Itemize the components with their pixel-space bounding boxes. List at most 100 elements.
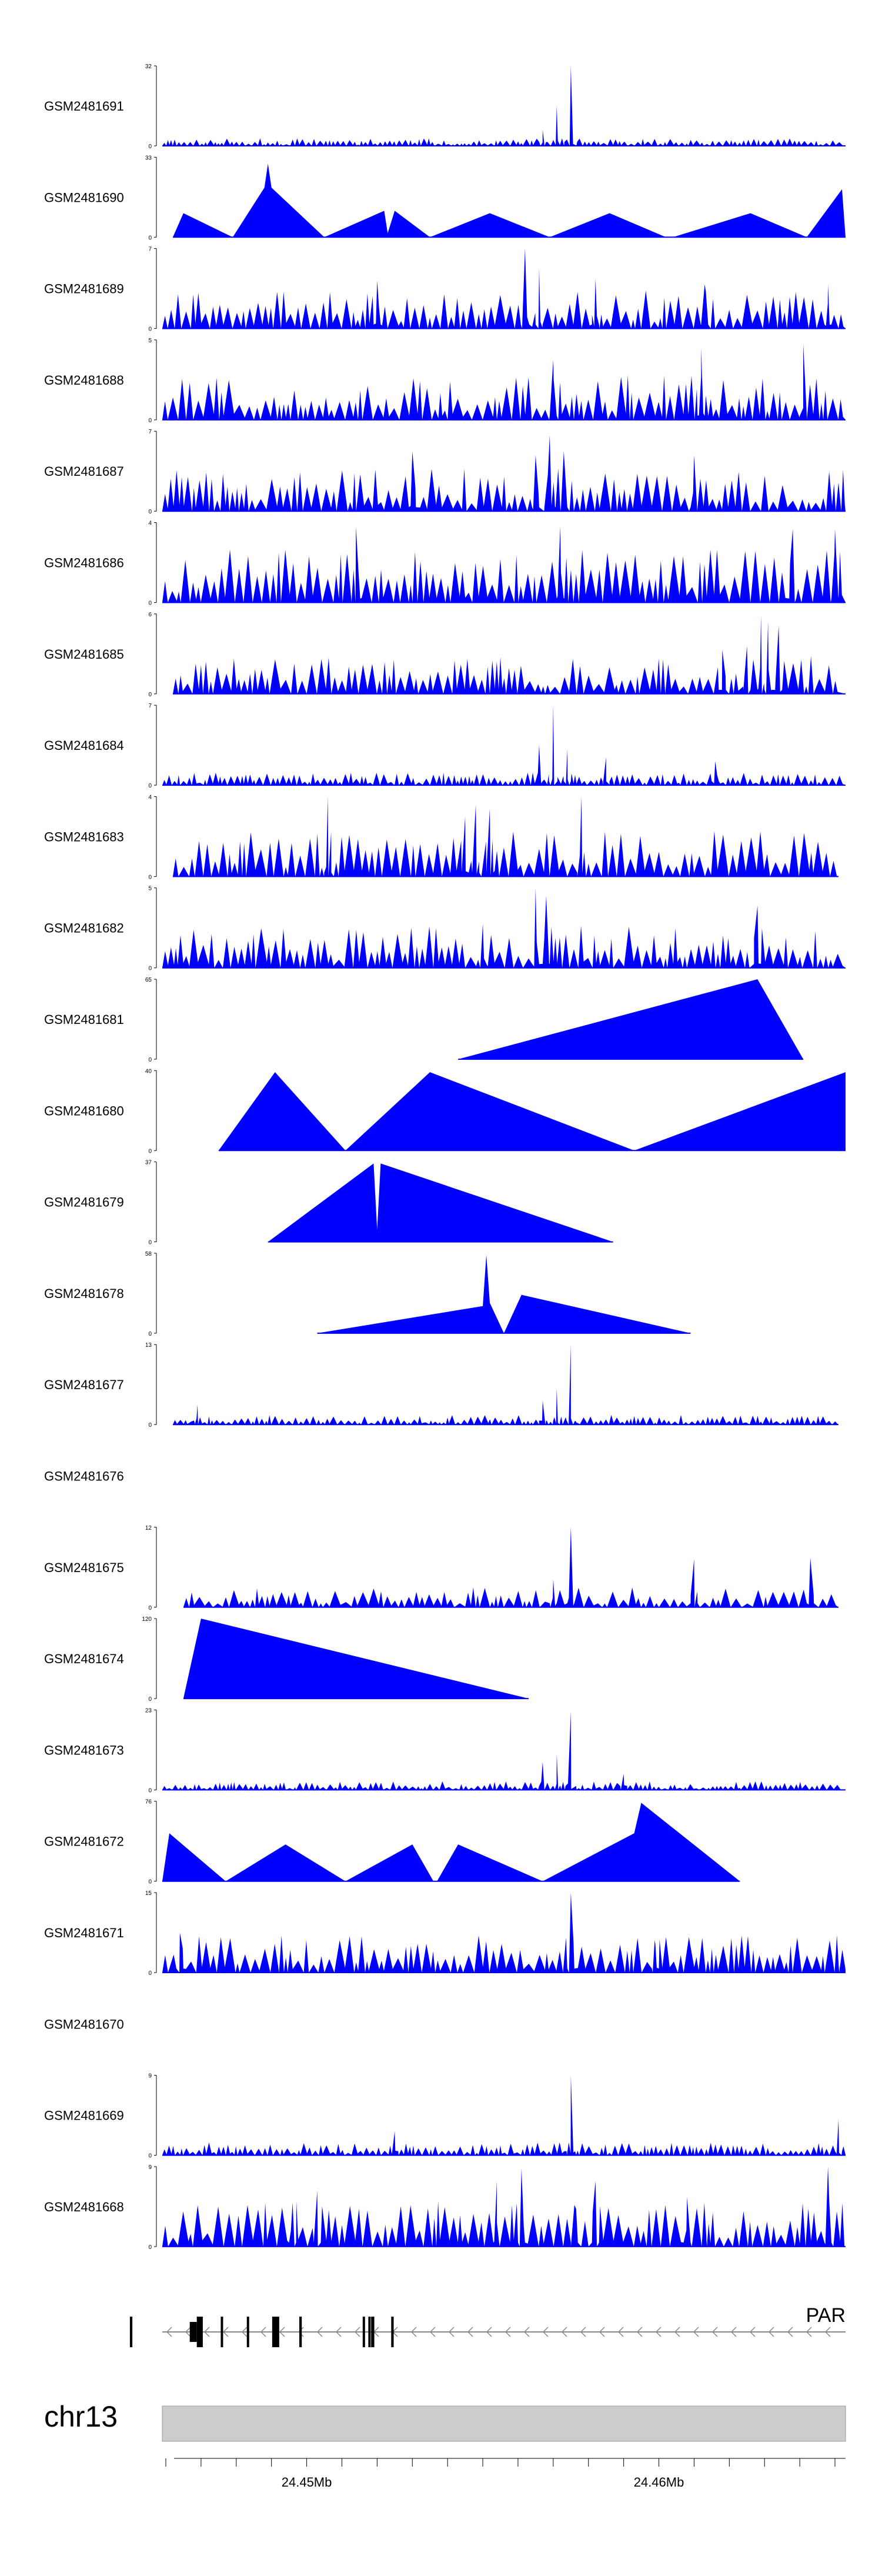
- track-label: GSM2481671: [44, 1926, 124, 1940]
- track-GSM2481688: GSM2481688 5 0: [44, 338, 846, 424]
- track-GSM2481669: GSM2481669 9 0: [44, 2073, 846, 2160]
- track-label: GSM2481688: [44, 373, 124, 388]
- track-GSM2481683: GSM2481683 4 0: [44, 794, 839, 880]
- signal-area: [458, 979, 804, 1059]
- signal-area: [162, 1803, 740, 1881]
- strand-arrow: [617, 2327, 624, 2337]
- signal-area: [162, 343, 846, 420]
- strand-arrow: [241, 2327, 248, 2337]
- signal-area: [183, 1619, 529, 1699]
- signal-area: [162, 248, 846, 329]
- track-label: GSM2481682: [44, 921, 124, 936]
- track-label: GSM2481690: [44, 190, 124, 205]
- track-label: GSM2481686: [44, 556, 124, 570]
- track-GSM2481680: GSM2481680 40 0: [44, 1068, 846, 1154]
- strand-arrow: [260, 2327, 266, 2337]
- track-label: GSM2481673: [44, 1743, 124, 1757]
- strand-arrow: [505, 2327, 511, 2337]
- y-min-label: 0: [148, 509, 152, 515]
- strand-arrow: [542, 2327, 549, 2337]
- track-GSM2481684: GSM2481684 7 0: [44, 703, 846, 789]
- track-GSM2481687: GSM2481687 7 0: [44, 429, 846, 515]
- exon: [189, 2322, 197, 2342]
- strand-arrow: [448, 2327, 455, 2337]
- strand-arrow: [787, 2327, 793, 2337]
- strand-arrow: [279, 2327, 285, 2337]
- strand-arrow: [354, 2327, 360, 2337]
- exon: [368, 2317, 371, 2347]
- track-label: GSM2481672: [44, 1834, 124, 1849]
- strand-arrow: [335, 2327, 342, 2337]
- track-label: GSM2481684: [44, 738, 124, 753]
- signal-area: [162, 526, 846, 603]
- track-GSM2481679: GSM2481679 37 0: [44, 1160, 613, 1246]
- signal-area: [162, 2075, 846, 2155]
- y-max-label: 33: [145, 155, 152, 161]
- y-max-label: 32: [145, 64, 152, 70]
- y-min-label: 0: [148, 2153, 152, 2160]
- track-label: GSM2481683: [44, 829, 124, 844]
- track-GSM2481676: GSM2481676: [44, 1469, 124, 1484]
- strand-arrow: [467, 2327, 473, 2337]
- track-GSM2481689: GSM2481689 7 0: [44, 246, 846, 333]
- strand-arrow: [486, 2327, 492, 2337]
- track-label: GSM2481681: [44, 1012, 124, 1027]
- x-axis-label: 24.45Mb: [282, 2475, 332, 2490]
- exon: [371, 2317, 375, 2347]
- y-min-label: 0: [148, 1605, 152, 1611]
- track-GSM2481674: GSM2481674 120 0: [44, 1616, 529, 1703]
- y-max-label: 5: [148, 886, 152, 892]
- track-GSM2481675: GSM2481675 12 0: [44, 1525, 839, 1611]
- exon: [196, 2317, 203, 2347]
- y-min-label: 0: [148, 783, 152, 789]
- track-label: GSM2481677: [44, 1377, 124, 1392]
- strand-arrow: [185, 2327, 191, 2337]
- y-max-label: 6: [148, 612, 152, 618]
- chromosome-band: [162, 2405, 846, 2442]
- y-min-label: 0: [148, 1240, 152, 1246]
- strand-arrow: [166, 2327, 172, 2337]
- track-label: GSM2481676: [44, 1469, 124, 1484]
- y-max-label: 37: [145, 1160, 152, 1166]
- track-label: GSM2481674: [44, 1651, 124, 1666]
- signal-area: [268, 1163, 613, 1242]
- y-min-label: 0: [148, 418, 152, 424]
- strand-arrow: [806, 2327, 812, 2337]
- chromosome-label: chr13: [44, 2400, 118, 2433]
- track-GSM2481668: GSM2481668 9 0: [44, 2164, 846, 2251]
- y-min-label: 0: [148, 326, 152, 333]
- y-min-label: 0: [148, 692, 152, 698]
- strand-arrow: [636, 2327, 643, 2337]
- y-min-label: 0: [148, 1057, 152, 1063]
- track-label: GSM2481679: [44, 1195, 124, 1210]
- track-label: GSM2481685: [44, 647, 124, 662]
- y-max-label: 15: [145, 1890, 152, 1897]
- signal-area: [162, 1893, 846, 1973]
- y-max-label: 7: [148, 429, 152, 435]
- signal-area: [162, 705, 846, 786]
- y-min-label: 0: [148, 2244, 152, 2251]
- y-max-label: 76: [145, 1799, 152, 1806]
- strand-arrow: [711, 2327, 718, 2337]
- signal-area: [317, 1254, 691, 1333]
- signal-tracks: GSM2481691320GSM2481690330GSM248168970GS…: [44, 64, 846, 2251]
- track-label: GSM2481668: [44, 2200, 124, 2214]
- y-min-label: 0: [148, 1696, 152, 1703]
- y-max-label: 13: [145, 1342, 152, 1349]
- track-GSM2481670: GSM2481670: [44, 2017, 124, 2031]
- track-GSM2481685: GSM2481685 6 0: [44, 612, 846, 698]
- y-min-label: 0: [148, 1970, 152, 1977]
- track-GSM2481682: GSM2481682 5 0: [44, 886, 846, 972]
- track-GSM2481673: GSM2481673 23 0: [44, 1707, 846, 1794]
- track-label: GSM2481670: [44, 2017, 124, 2031]
- track-GSM2481677: GSM2481677 13 0: [44, 1342, 839, 1429]
- track-GSM2481691: GSM2481691 32 0: [44, 64, 846, 150]
- track-GSM2481672: GSM2481672 76 0: [44, 1799, 740, 1886]
- strand-arrow: [655, 2327, 662, 2337]
- track-GSM2481681: GSM2481681 65 0: [44, 977, 804, 1063]
- y-min-label: 0: [148, 966, 152, 972]
- y-max-label: 7: [148, 246, 152, 253]
- y-min-label: 0: [148, 600, 152, 607]
- gene-model-track: PAR: [129, 2304, 846, 2347]
